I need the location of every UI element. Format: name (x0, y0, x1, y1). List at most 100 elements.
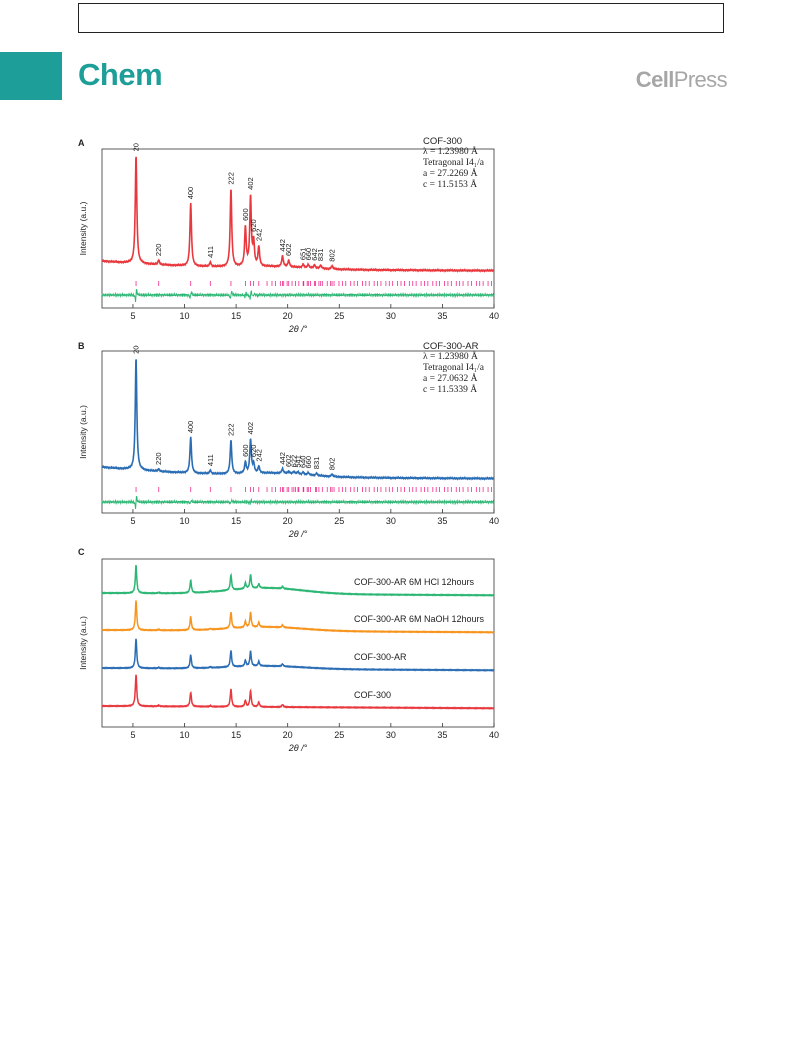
space-group-a: Tetragonal I4₁/a (423, 158, 484, 168)
peak-label-b-3: 411 (206, 454, 215, 466)
lattice-c-b: c = 11.5339 Å (423, 385, 478, 395)
peak-label-b-11: 622 (289, 455, 298, 468)
x-tick-label-c-3: 20 (283, 730, 293, 740)
peak-label-b-16: 802 (328, 458, 337, 471)
peak-label-a-4: 222 (226, 172, 235, 185)
peak-label-a-8: 242 (254, 229, 263, 242)
x-tick-label-a-5: 30 (386, 311, 396, 321)
peak-label-b-7: 620 (249, 445, 258, 458)
space-group-b: Tetragonal I4₁/a (423, 363, 484, 373)
peak-label-b-12: 541 (294, 455, 303, 468)
peak-label-b-2: 400 (186, 421, 195, 434)
peak-label-b-1: 220 (154, 452, 163, 465)
y-axis-label-a: Intensity (a.u.) (78, 201, 88, 255)
xrd-trace-b (101, 359, 495, 481)
x-tick-label-b-1: 10 (180, 516, 190, 526)
difference-curve-b (101, 495, 495, 510)
xrd-trace-c-3 (101, 674, 495, 710)
peak-label-a-14: 831 (316, 249, 325, 262)
lattice-c-a: c = 11.5153 Å (423, 180, 478, 190)
x-tick-label-a-4: 25 (334, 311, 344, 321)
x-axis-label-c: 2θ /° (288, 743, 308, 753)
x-tick-label-b-2: 15 (231, 516, 241, 526)
peak-label-b-14: 660 (304, 456, 313, 469)
peak-label-b-15: 831 (312, 457, 321, 470)
x-tick-label-b-6: 35 (437, 516, 447, 526)
series-label-c-1: COF-300-AR 6M NaOH 12hours (354, 614, 485, 624)
x-tick-label-c-7: 40 (489, 730, 499, 740)
peak-label-a-7: 620 (249, 219, 258, 232)
peak-label-a-6: 402 (246, 177, 255, 190)
peak-label-b-13: 640 (299, 456, 308, 469)
info-block-a: COF-300 λ = 1.23980 Å Tetragonal I4₁/a a… (423, 136, 484, 191)
info-block-b: COF-300-AR λ = 1.23980 Å Tetragonal I4₁/… (423, 341, 484, 396)
x-tick-label-b-5: 30 (386, 516, 396, 526)
series-label-c-3: COF-300 (354, 690, 391, 700)
x-tick-label-c-2: 15 (231, 730, 241, 740)
journal-tab (0, 52, 62, 100)
header-box (78, 3, 724, 33)
lattice-a-b: a = 27.0632 Å (423, 374, 478, 384)
x-axis-label-a: 2θ /° (288, 324, 308, 334)
peak-label-a-15: 802 (328, 249, 337, 262)
peak-label-b-0: 200 (132, 345, 141, 354)
series-label-c-0: COF-300-AR 6M HCl 12hours (354, 577, 475, 587)
xrd-trace-c-0 (101, 564, 495, 597)
difference-curve-a (101, 288, 495, 303)
peak-label-a-10: 602 (284, 244, 293, 257)
peak-label-b-8: 242 (254, 449, 263, 462)
x-tick-label-c-1: 10 (180, 730, 190, 740)
x-tick-label-a-1: 10 (180, 311, 190, 321)
peak-label-b-4: 222 (226, 423, 235, 436)
peak-label-b-10: 602 (284, 455, 293, 468)
x-tick-label-b-0: 5 (130, 516, 135, 526)
peak-label-a-2: 400 (186, 187, 195, 200)
peak-label-b-6: 402 (246, 422, 255, 435)
x-tick-label-a-3: 20 (283, 311, 293, 321)
x-tick-label-a-2: 15 (231, 311, 241, 321)
panel-label-b: B (78, 341, 85, 351)
sample-name-a: COF-300 (423, 136, 463, 147)
plot-frame-b (101, 350, 495, 514)
peak-label-b-9: 442 (278, 452, 287, 465)
xrd-trace-a (101, 156, 495, 273)
panel-label-a: A (78, 138, 85, 148)
x-tick-label-a-0: 5 (130, 311, 135, 321)
wavelength-a: λ = 1.23980 Å (423, 147, 478, 157)
peak-label-a-13: 642 (310, 248, 319, 261)
x-tick-label-b-3: 20 (283, 516, 293, 526)
peak-label-a-12: 660 (304, 248, 313, 261)
lattice-a-a: a = 27.2269 Å (423, 169, 478, 179)
sample-name-b: COF-300-AR (423, 341, 479, 352)
x-axis-label-b: 2θ /° (288, 529, 308, 539)
peak-label-a-9: 442 (278, 239, 287, 252)
journal-logo: Chem (78, 57, 163, 92)
x-tick-label-b-4: 25 (334, 516, 344, 526)
y-axis-label-b: Intensity (a.u.) (78, 405, 88, 459)
series-label-c-2: COF-300-AR (354, 652, 407, 662)
xrd-trace-c-2 (101, 638, 495, 672)
wavelength-b: λ = 1.23980 Å (423, 352, 478, 362)
publisher-logo-part-a: Cell (635, 67, 675, 92)
panel-label-c: C (78, 547, 85, 557)
x-tick-label-a-7: 40 (489, 311, 499, 321)
xrd-chart-c: 5 10 15 20 25 30 35 40 2θ /° Intensity (a.u.) COF-… (78, 558, 499, 753)
peak-label-a-1: 220 (154, 244, 163, 257)
peak-label-a-3: 411 (206, 246, 215, 258)
x-tick-label-a-6: 35 (437, 311, 447, 321)
y-axis-label-c: Intensity (a.u.) (78, 616, 88, 670)
xrd-chart-b: 5 10 15 20 25 30 35 40 2θ /° Intensity (a.u.) 200 2… (78, 345, 499, 539)
publisher-logo: CellPress (635, 67, 728, 93)
xrd-chart-a: 5 10 15 20 25 30 35 40 2θ /° Intensity (a.u.) 200 2… (78, 143, 499, 334)
x-tick-label-b-7: 40 (489, 516, 499, 526)
x-tick-label-c-5: 30 (386, 730, 396, 740)
x-tick-label-c-0: 5 (130, 730, 135, 740)
xrd-trace-c-1 (101, 600, 495, 634)
x-tick-label-c-6: 35 (437, 730, 447, 740)
peak-label-a-5: 600 (241, 208, 250, 221)
peak-label-b-5: 600 (241, 444, 250, 457)
x-tick-label-c-4: 25 (334, 730, 344, 740)
peak-label-a-11: 651 (299, 248, 308, 261)
plot-frame-a (101, 148, 495, 309)
publisher-logo-part-b: Press (673, 67, 728, 92)
